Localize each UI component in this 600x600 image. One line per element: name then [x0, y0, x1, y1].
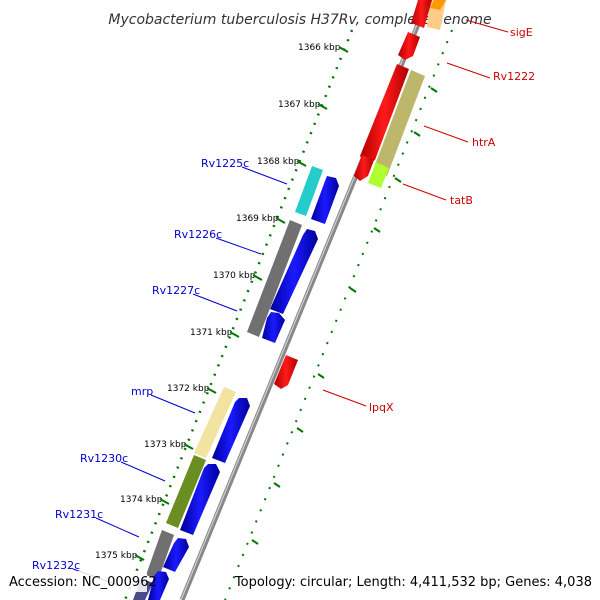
kbp-tick: [134, 554, 145, 561]
leader-rv1226c: [215, 237, 262, 255]
gene-sige-arrow[interactable]: [430, 0, 446, 10]
gene-lpqx-arrow[interactable]: [274, 355, 298, 389]
gene-mrp-block[interactable]: [194, 387, 236, 458]
forward-gene-labels: Rv1225c Rv1226c Rv1227c mrp Rv1230c Rv12…: [32, 157, 288, 586]
gene-tatb-block[interactable]: [368, 162, 389, 188]
leader-mrp: [150, 394, 196, 414]
leader-rv1230c: [120, 461, 166, 482]
gene-rv1225c-block[interactable]: [295, 166, 323, 216]
gene-htra-arrow[interactable]: [360, 64, 409, 164]
gene-rv1230c-arrow[interactable]: [180, 464, 220, 535]
gene-rv1230c-block[interactable]: [166, 455, 206, 528]
gene-rv1222-arrow[interactable]: [398, 32, 420, 60]
reverse-gene-labels: sigE Rv1222 htrA tatB lpqX: [322, 19, 535, 414]
inner-track-dashes: [251, 87, 438, 545]
leader-htra: [423, 125, 469, 143]
gene-mrp-arrow[interactable]: [212, 398, 250, 463]
label-lpqx[interactable]: lpqX: [369, 401, 394, 414]
topology-summary-text: Topology: circular; Length: 4,411,532 bp…: [234, 575, 592, 590]
kbp-label: 1366 kbp: [298, 43, 341, 53]
map-title: Mycobacterium tuberculosis H37Rv, comple…: [108, 12, 491, 28]
gene-rv1226c-block[interactable]: [247, 220, 302, 337]
kbp-tick: [317, 103, 328, 110]
label-rv1226c[interactable]: Rv1226c: [174, 228, 222, 241]
gene-htra-block[interactable]: [373, 70, 425, 176]
footer-accession-bg: [5, 571, 147, 592]
reverse-gene-track: [274, 0, 446, 389]
label-htra[interactable]: htrA: [472, 136, 496, 149]
label-rv1227c[interactable]: Rv1227c: [152, 284, 200, 297]
label-rv1230c[interactable]: Rv1230c: [80, 452, 128, 465]
accession-text: Accession: NC_000962: [9, 575, 157, 590]
leader-rv1225c: [241, 166, 288, 185]
outer-tick-track: [123, 29, 354, 600]
leader-rv1231c: [95, 517, 140, 538]
label-rv1225c[interactable]: Rv1225c: [201, 157, 249, 170]
kbp-tick: [229, 331, 240, 338]
kbp-label: 1369 kbp: [236, 214, 279, 224]
kbp-tick: [206, 387, 217, 394]
footer-summary-bg: [255, 571, 595, 592]
label-rv1231c[interactable]: Rv1231c: [55, 508, 103, 521]
leader-rv1222: [446, 62, 491, 79]
kbp-label: 1367 kbp: [278, 100, 321, 110]
label-mrp[interactable]: mrp: [131, 385, 153, 398]
gene-rv1232c-arrow[interactable]: [148, 571, 169, 600]
gene-sige-red[interactable]: [411, 0, 432, 28]
kbp-label: 1372 kbp: [167, 384, 210, 394]
kbp-label: 1370 kbp: [213, 271, 256, 281]
label-rv1222[interactable]: Rv1222: [493, 70, 535, 83]
leader-rv1227c: [192, 293, 238, 312]
kbp-label: 1374 kbp: [120, 495, 163, 505]
kbp-tick: [338, 46, 349, 53]
leader-lpqx: [322, 389, 367, 407]
gene-tatb-arrow[interactable]: [354, 155, 374, 181]
leader-sige: [465, 19, 509, 33]
label-tatb[interactable]: tatB: [450, 194, 473, 207]
leader-tatb: [402, 183, 447, 201]
kbp-label: 1375 kbp: [95, 551, 138, 561]
kbp-ruler: 1366 kbp 1367 kbp 1368 kbp 1369 kbp 1370…: [95, 43, 349, 561]
kbp-tick: [252, 274, 263, 281]
label-sige[interactable]: sigE: [510, 26, 533, 39]
kbp-label: 1373 kbp: [144, 440, 187, 450]
gene-rv1231c-arrow[interactable]: [163, 538, 189, 572]
label-rv1232c[interactable]: Rv1232c: [32, 559, 80, 572]
gene-rv1225c-arrow[interactable]: [311, 176, 339, 224]
kbp-label: 1368 kbp: [257, 157, 300, 167]
kbp-tick: [296, 160, 307, 167]
gene-rv1226c-arrow-2[interactable]: [262, 312, 285, 343]
forward-gene-track: [133, 166, 339, 600]
kbp-tick: [275, 217, 286, 224]
kbp-tick: [159, 498, 170, 505]
gene-rv1226c-arrow[interactable]: [270, 229, 318, 314]
gene-rv1231c-block[interactable]: [146, 530, 174, 580]
kbp-tick: [183, 443, 194, 450]
kbp-label: 1371 kbp: [190, 328, 233, 338]
